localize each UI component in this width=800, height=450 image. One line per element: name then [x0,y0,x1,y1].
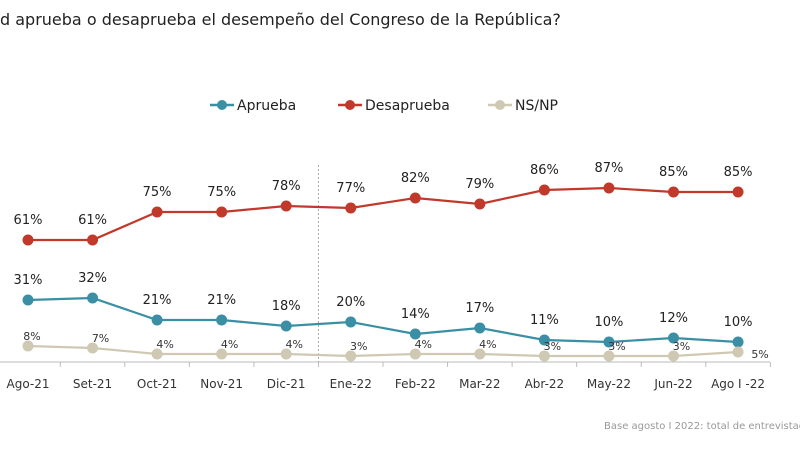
x-tick-label: Ago-21 [7,377,50,391]
data-point [87,234,99,246]
data-label: 61% [78,213,107,228]
data-point [280,200,292,212]
data-label: 12% [659,311,688,326]
footer-note: Base agosto I 2022: total de entrevistad… [604,421,800,432]
legend-marker [217,100,227,110]
data-point [538,334,550,346]
data-point [345,316,357,328]
data-point [668,332,679,344]
data-point [151,206,163,218]
x-tick-label: Feb-22 [395,377,436,391]
data-point [280,320,292,332]
data-label: 79% [465,177,494,192]
data-point [280,348,292,360]
data-label: 86% [530,163,559,178]
legend-label: Desaprueba [365,98,450,114]
legend-marker [495,100,505,110]
legend-label: Aprueba [237,98,296,114]
legend-label: NS/NP [515,98,558,114]
data-label: 5% [751,348,768,361]
legend-marker [345,100,355,110]
data-label: 3% [673,340,690,353]
data-label: 10% [724,315,753,330]
data-point [216,348,228,360]
data-point [538,184,550,196]
data-point [87,342,99,354]
data-point [87,292,99,304]
data-point [216,206,228,218]
data-label: 10% [594,315,623,330]
x-tick-label: Abr-22 [525,377,565,391]
data-label: 31% [14,273,43,288]
chart-title: d aprueba o desaprueba el desempeño del … [0,10,561,29]
data-label: 77% [336,181,365,196]
data-point [216,314,228,326]
data-label: 4% [415,338,432,351]
data-label: 82% [401,171,430,186]
data-point [668,186,679,198]
data-label: 8% [23,330,40,343]
data-point [603,182,615,194]
data-label: 7% [92,332,109,345]
x-tick-label: Jun-22 [653,377,692,391]
data-point [538,350,550,362]
data-point [603,336,615,348]
series-line-nsnp [27,344,739,358]
data-point [603,350,615,362]
data-label: 32% [78,271,107,286]
x-tick-label: Ago I -22 [711,377,765,391]
data-point [409,348,421,360]
data-point [474,348,486,360]
data-label: 85% [659,165,688,180]
data-point [474,198,486,210]
data-label: 18% [272,299,301,314]
series-line-aprueba [27,296,739,344]
data-point [732,336,744,348]
data-label: 17% [465,301,494,316]
data-label: 4% [156,338,173,351]
data-point [22,294,34,306]
data-point [732,346,744,358]
data-label: 20% [336,295,365,310]
x-tick-label: Nov-21 [200,377,243,391]
data-label: 3% [350,340,367,353]
data-label: 14% [401,307,430,322]
data-label: 78% [272,179,301,194]
data-point [409,328,421,340]
data-label: 4% [479,338,496,351]
x-tick-label: Oct-21 [137,377,177,391]
x-tick-label: May-22 [587,377,631,391]
data-label: 61% [14,213,43,228]
data-label: 75% [143,185,172,200]
data-label: 87% [594,161,623,176]
data-point [151,348,163,360]
data-point [409,192,421,204]
data-point [474,322,486,334]
x-tick-label: Ene-22 [330,377,372,391]
data-point [345,350,357,362]
data-point [668,350,679,362]
data-label: 3% [544,340,561,353]
data-point [732,186,744,198]
x-tick-label: Set-21 [73,377,112,391]
data-label: 75% [207,185,236,200]
data-point [22,340,34,352]
data-label: 85% [724,165,753,180]
data-label: 4% [285,338,302,351]
data-point [22,234,34,246]
data-label: 21% [143,293,172,308]
data-point [345,202,357,214]
data-label: 21% [207,293,236,308]
data-label: 11% [530,313,559,328]
data-label: 3% [608,340,625,353]
data-label: 4% [221,338,238,351]
series-line-desaprueba [28,186,739,242]
data-point [151,314,163,326]
x-tick-label: Mar-22 [459,377,500,391]
x-tick-label: Dic-21 [267,377,306,391]
